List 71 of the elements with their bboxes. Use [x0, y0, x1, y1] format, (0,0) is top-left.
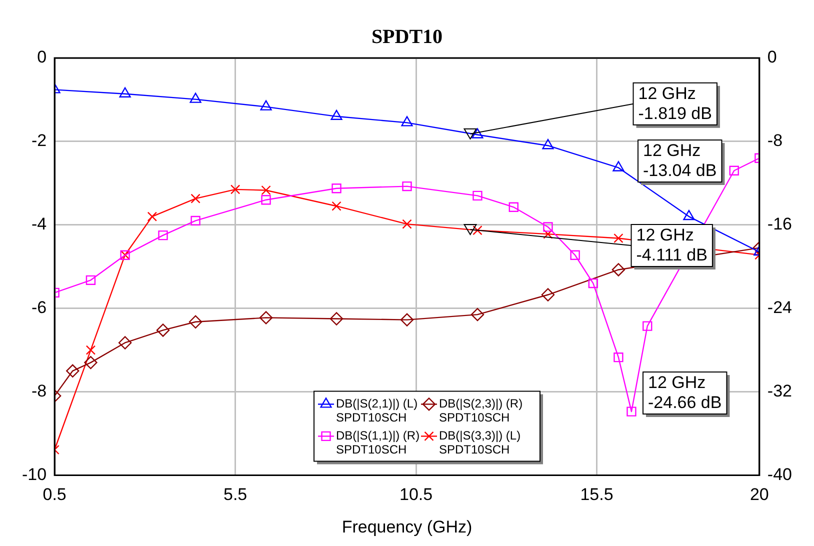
point [188, 315, 202, 328]
point [472, 128, 484, 138]
legend-label: DB(|S(1,1)|) (R) SPDT10SCH [336, 428, 420, 457]
y-tick-label: -2 [31, 131, 47, 150]
point [612, 161, 624, 172]
point [402, 219, 412, 229]
point [683, 210, 695, 220]
point [86, 275, 96, 285]
point [118, 336, 132, 350]
annotation: 12 GHz -24.66 dB [648, 373, 722, 412]
point [230, 184, 240, 194]
point [508, 202, 518, 212]
legend-label: DB(|S(3,3)|) (L) SPDT10SCH [439, 428, 521, 457]
point [402, 181, 412, 192]
point [472, 190, 482, 201]
point [542, 139, 554, 150]
x-tick-label: 10.5 [399, 485, 433, 504]
y-tick-label: -4 [31, 214, 47, 234]
point [626, 406, 636, 416]
point [190, 216, 200, 226]
point [332, 184, 342, 194]
point [588, 278, 598, 288]
annotation: 12 GHz -4.111 dB [636, 226, 708, 265]
point [612, 263, 626, 276]
point [84, 356, 98, 370]
point [66, 364, 80, 378]
y-tick-label: -6 [31, 298, 47, 318]
point [86, 345, 96, 355]
point [472, 225, 482, 236]
legend-label: DB(|S(2,1)|) (L) SPDT10SCH [336, 396, 418, 425]
y2-tick-label: -40 [767, 464, 792, 484]
x-tick-label: 5.5 [223, 485, 248, 504]
y-tick-label: 0 [37, 48, 47, 67]
x-tick-label: 0.5 [42, 485, 66, 504]
annotation: 12 GHz -13.04 dB [643, 141, 717, 180]
point [400, 313, 414, 326]
point [401, 116, 413, 126]
x-tick-label: 20 [750, 485, 769, 504]
point [156, 324, 170, 337]
y-tick-label: -8 [31, 381, 47, 400]
point [261, 185, 271, 196]
chart-title: SPDT10 [371, 26, 443, 48]
point [330, 110, 342, 120]
point [543, 222, 553, 232]
y2-tick-label: 0 [767, 48, 777, 67]
point [190, 194, 200, 204]
y-tick-label: -10 [22, 464, 47, 484]
point [332, 201, 342, 211]
point [470, 308, 484, 322]
point [147, 212, 158, 222]
point [158, 230, 168, 240]
point [259, 311, 273, 324]
point [261, 195, 271, 205]
annotation: 12 GHz -1.819 dB [638, 84, 712, 124]
legend-label: DB(|S(2,3)|) (R) SPDT10SCH [439, 396, 523, 425]
point [570, 250, 580, 260]
point [190, 92, 202, 103]
point [330, 312, 344, 326]
y2-tick-label: -24 [767, 298, 792, 318]
point [642, 321, 652, 331]
point [614, 352, 624, 362]
y2-tick-label: -8 [767, 131, 783, 150]
point [541, 288, 555, 302]
x-tick-label: 15.5 [580, 485, 614, 504]
y2-tick-label: -16 [767, 214, 792, 234]
x-axis-title: Frequency (GHz) [342, 517, 472, 536]
point [729, 166, 739, 176]
y2-tick-label: -32 [767, 381, 792, 400]
point [119, 87, 131, 98]
point [614, 233, 624, 244]
point [260, 100, 272, 110]
